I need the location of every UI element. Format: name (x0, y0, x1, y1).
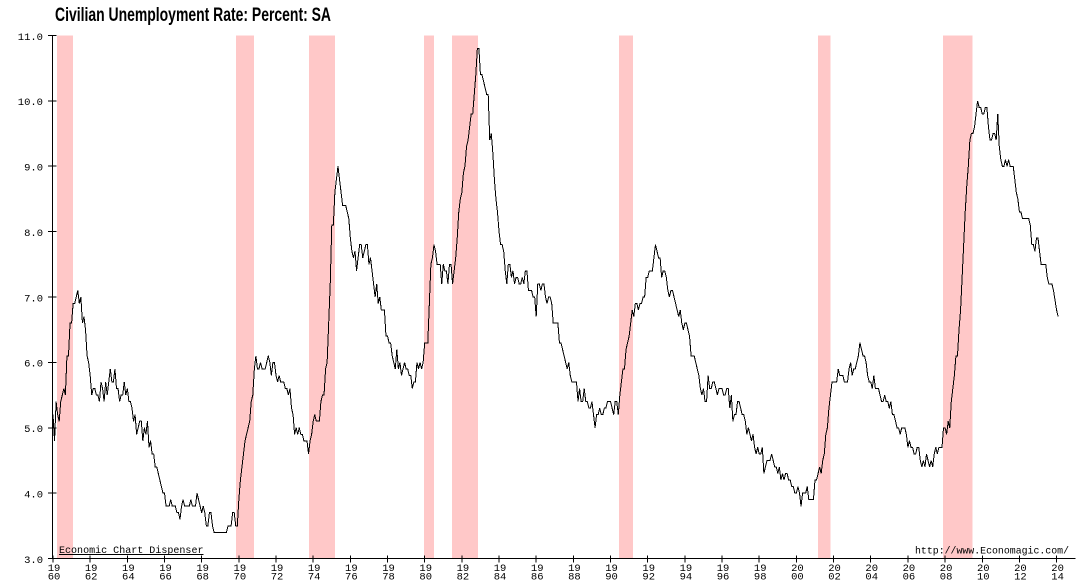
svg-text:7.0: 7.0 (24, 293, 43, 305)
svg-text:66: 66 (159, 571, 172, 580)
svg-text:72: 72 (271, 571, 284, 580)
svg-text:19: 19 (457, 563, 470, 575)
svg-text:19: 19 (122, 563, 135, 575)
svg-text:8.0: 8.0 (24, 228, 43, 240)
svg-text:00: 00 (791, 571, 804, 580)
svg-text:20: 20 (1014, 563, 1027, 575)
svg-text:68: 68 (196, 571, 209, 580)
svg-text:4.0: 4.0 (24, 489, 43, 501)
svg-text:Economic Chart Dispenser: Economic Chart Dispenser (59, 545, 204, 557)
svg-text:04: 04 (865, 571, 878, 580)
svg-text:78: 78 (382, 571, 395, 580)
svg-text:19: 19 (419, 563, 432, 575)
svg-text:64: 64 (122, 571, 135, 580)
svg-text:96: 96 (717, 571, 730, 580)
svg-text:80: 80 (419, 571, 432, 580)
svg-text:19: 19 (234, 563, 247, 575)
svg-text:Civilian Unemployment Rate: Pe: Civilian Unemployment Rate: Percent: SA (55, 5, 331, 26)
svg-text:74: 74 (308, 571, 321, 580)
svg-text:20: 20 (791, 563, 804, 575)
svg-text:20: 20 (865, 563, 878, 575)
svg-text:19: 19 (196, 563, 209, 575)
svg-text:90: 90 (605, 571, 618, 580)
svg-text:19: 19 (271, 563, 284, 575)
svg-text:88: 88 (568, 571, 581, 580)
svg-text:14: 14 (1051, 571, 1064, 580)
svg-text:10: 10 (977, 571, 990, 580)
svg-text:3.0: 3.0 (24, 555, 43, 567)
svg-text:76: 76 (345, 571, 358, 580)
svg-text:19: 19 (642, 563, 655, 575)
svg-text:9.0: 9.0 (24, 163, 43, 175)
svg-text:08: 08 (940, 571, 953, 580)
svg-text:19: 19 (494, 563, 507, 575)
svg-text:11.0: 11.0 (18, 32, 43, 44)
svg-text:12: 12 (1014, 571, 1027, 580)
svg-text:19: 19 (568, 563, 581, 575)
svg-text:20: 20 (940, 563, 953, 575)
svg-text:84: 84 (494, 571, 507, 580)
svg-text:19: 19 (382, 563, 395, 575)
svg-text:19: 19 (308, 563, 321, 575)
svg-text:98: 98 (754, 571, 767, 580)
svg-text:70: 70 (234, 571, 247, 580)
svg-text:06: 06 (903, 571, 916, 580)
svg-text:19: 19 (531, 563, 544, 575)
svg-text:92: 92 (642, 571, 655, 580)
svg-text:19: 19 (754, 563, 767, 575)
svg-text:19: 19 (159, 563, 172, 575)
svg-text:62: 62 (85, 571, 98, 580)
svg-text:6.0: 6.0 (24, 359, 43, 371)
svg-text:82: 82 (457, 571, 470, 580)
svg-text:19: 19 (85, 563, 98, 575)
svg-text:19: 19 (48, 563, 61, 575)
svg-text:02: 02 (828, 571, 841, 580)
svg-text:10.0: 10.0 (18, 97, 43, 109)
svg-text:5.0: 5.0 (24, 424, 43, 436)
svg-text:20: 20 (1051, 563, 1064, 575)
svg-text:94: 94 (680, 571, 693, 580)
svg-text:20: 20 (903, 563, 916, 575)
svg-text:http://www.Economagic.com/: http://www.Economagic.com/ (915, 546, 1069, 558)
svg-text:20: 20 (977, 563, 990, 575)
svg-text:19: 19 (605, 563, 618, 575)
svg-text:19: 19 (345, 563, 358, 575)
svg-text:19: 19 (680, 563, 693, 575)
svg-text:19: 19 (717, 563, 730, 575)
svg-text:20: 20 (828, 563, 841, 575)
svg-text:86: 86 (531, 571, 544, 580)
svg-text:60: 60 (48, 571, 61, 580)
